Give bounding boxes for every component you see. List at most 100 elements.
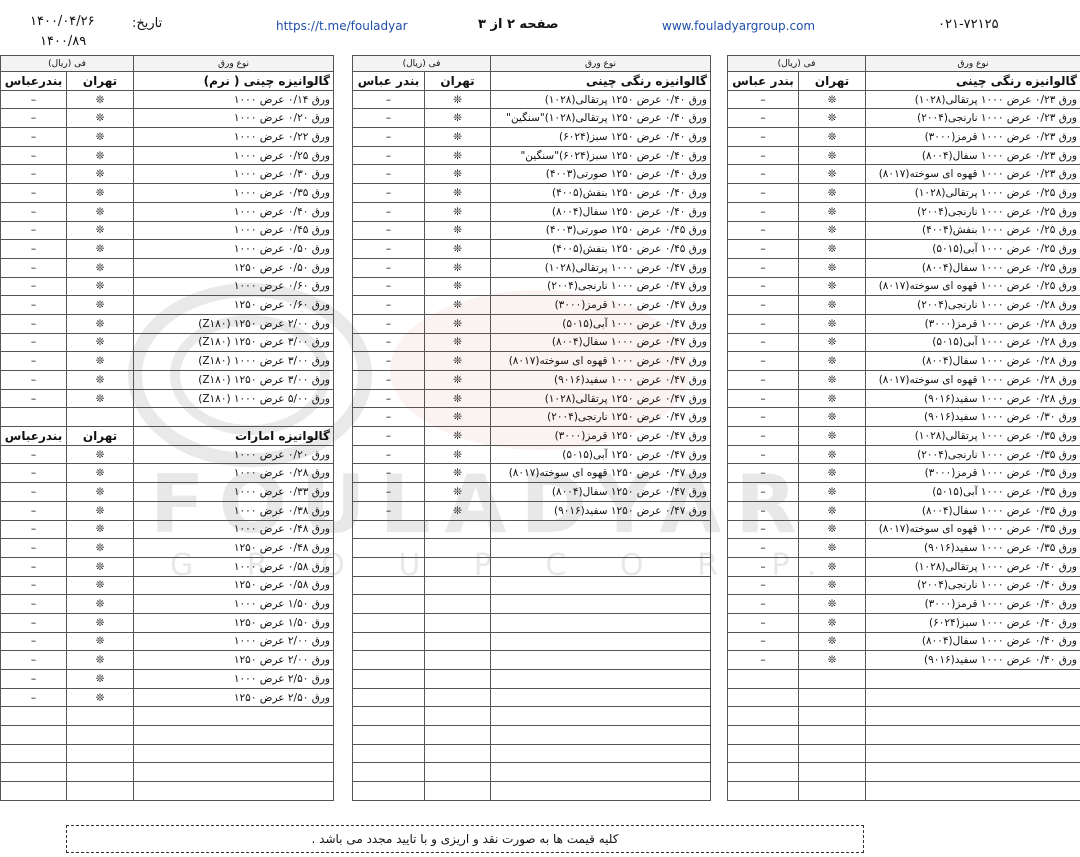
tehran-price: ❊ xyxy=(798,351,867,371)
tehran-price: ❊ xyxy=(424,201,492,222)
bandar-price: – xyxy=(0,388,68,409)
data-row: ورق ۲/۰۰ عرض ۱۲۵۰ (Z۱۸۰) ❊ – xyxy=(0,313,335,334)
product-name: ورق ۰/۴۷ عرض ۱۰۰۰ قهوه ای سوخته(۸۰۱۷) xyxy=(490,351,712,371)
cell xyxy=(424,687,492,708)
product-name: ورق ۰/۴۰ عرض ۱۲۵۰ سبز(۶۰۲۴) xyxy=(490,127,712,147)
product-name: ورق ۵/۰۰ عرض ۱۰۰۰ (Z۱۸۰) xyxy=(133,388,335,409)
data-row: ورق ۰/۴۸ عرض ۱۰۰۰ ❊ – xyxy=(0,519,335,540)
product-name: ورق ۰/۴۰ عرض ۱۰۰۰ xyxy=(133,201,335,222)
data-row: ورق ۰/۲۸ عرض ۱۰۰۰ نارنجی(۲۰۰۴) ❊ – xyxy=(726,295,1080,315)
section-title: گالوانیزه چینی ( نرم) xyxy=(133,71,335,91)
tehran-price: ❊ xyxy=(798,444,867,465)
bandar-price: – xyxy=(351,426,426,446)
telegram-link[interactable]: https://t.me/fouladyar xyxy=(276,19,408,33)
product-name: ورق ۰/۲۸ عرض ۱۰۰۰ نارنجی(۲۰۰۴) xyxy=(865,295,1080,315)
bandar-price: – xyxy=(726,482,800,502)
product-name: ورق ۰/۲۳ عرض ۱۰۰۰ نارنجی(۲۰۰۴) xyxy=(865,108,1080,129)
data-row: ورق ۲/۰۰ عرض ۱۲۵۰ ❊ – xyxy=(0,650,335,670)
data-row: ورق ۰/۴۷ عرض ۱۰۰۰ نارنجی(۲۰۰۴) ❊ – xyxy=(351,276,712,297)
data-row: ورق ۰/۲۵ عرض ۱۰۰۰ بنفش(۴۰۰۴) ❊ – xyxy=(726,220,1080,241)
bandar-price: – xyxy=(726,575,800,596)
tehran-price: ❊ xyxy=(424,164,492,185)
data-row: ورق ۰/۲۸ عرض ۱۰۰۰ قرمز(۳۰۰۰) ❊ – xyxy=(726,313,1080,334)
cell xyxy=(351,781,426,801)
data-row: ورق ۰/۴۷ عرض ۱۲۵۰ پرتقالی(۱۰۲۸) ❊ – xyxy=(351,388,712,409)
bandar-price: – xyxy=(726,89,800,110)
product-name: ورق ۰/۴۰ عرض ۱۰۰۰ قرمز(۳۰۰۰) xyxy=(865,594,1080,614)
col-type-header: نوع ورق xyxy=(865,55,1080,72)
empty-row xyxy=(351,725,712,745)
bandar-price: – xyxy=(351,370,426,390)
data-row: ورق ۰/۶۰ عرض ۱۲۵۰ ❊ – xyxy=(0,295,335,315)
cell xyxy=(424,743,492,764)
data-row: ورق ۰/۳۵ عرض ۱۰۰۰ ❊ – xyxy=(0,183,335,203)
cell xyxy=(798,687,867,708)
tehran-price: ❊ xyxy=(798,127,867,147)
data-row: ورق ۰/۲۵ عرض ۱۰۰۰ ❊ – xyxy=(0,145,335,166)
product-name: ورق ۰/۲۳ عرض ۱۰۰۰ پرتقالی(۱۰۲۸) xyxy=(865,89,1080,110)
bandar-price: – xyxy=(0,201,68,222)
tehran-price: ❊ xyxy=(424,351,492,371)
data-row: ورق ۰/۴۷ عرض ۱۰۰۰ قهوه ای سوخته(۸۰۱۷) ❊ – xyxy=(351,351,712,371)
cell xyxy=(726,743,800,764)
section-row: گالوانیزه رنگی چینی تهران بندر عباس xyxy=(726,71,1080,91)
tehran-price: ❊ xyxy=(66,650,135,670)
bandar-price: – xyxy=(0,295,68,315)
cell xyxy=(351,575,426,596)
empty-row xyxy=(351,538,712,558)
empty-row xyxy=(726,706,1080,727)
data-row: ورق ۰/۴۰ عرض ۱۰۰۰ ❊ – xyxy=(0,201,335,222)
cell xyxy=(798,743,867,764)
tehran-price: ❊ xyxy=(798,257,867,278)
tehran-price: ❊ xyxy=(66,594,135,614)
tehran-price: ❊ xyxy=(66,519,135,540)
bandar-price: – xyxy=(726,145,800,166)
tehran-price: ❊ xyxy=(798,612,867,633)
data-row: ورق ۰/۲۵ عرض ۱۰۰۰ سفال(۸۰۰۴) ❊ – xyxy=(726,257,1080,278)
product-name: ورق ۰/۴۰ عرض ۱۰۰۰ نارنجی(۲۰۰۴) xyxy=(865,575,1080,596)
tehran-price: ❊ xyxy=(66,687,135,708)
bandar-price: – xyxy=(351,313,426,334)
bandar-price: – xyxy=(351,407,426,428)
tehran-price: ❊ xyxy=(66,127,135,147)
product-name: ورق ۰/۴۷ عرض ۱۰۰۰ قرمز(۳۰۰۰) xyxy=(490,295,712,315)
tehran-price: ❊ xyxy=(798,575,867,596)
bandar-price: – xyxy=(0,127,68,147)
product-name: ورق ۰/۳۵ عرض ۱۰۰۰ پرتقالی(۱۰۲۸) xyxy=(865,426,1080,446)
cell xyxy=(424,612,492,633)
bandar-price: – xyxy=(726,183,800,203)
data-row: ورق ۰/۴۷ عرض ۱۲۵۰ آبی(۵۰۱۵) ❊ – xyxy=(351,444,712,465)
tehran-price: ❊ xyxy=(66,444,135,465)
product-name: ورق ۱/۵۰ عرض ۱۰۰۰ xyxy=(133,594,335,614)
phone: ۰۲۱-۷۲۱۲۵ xyxy=(938,17,999,32)
data-row: ورق ۱/۵۰ عرض ۱۲۵۰ ❊ – xyxy=(0,612,335,633)
data-row: ورق ۰/۴۰ عرض ۱۲۵۰ پرتقالی(۱۰۲۸) ❊ – xyxy=(351,89,712,110)
tehran-price: ❊ xyxy=(66,276,135,297)
bandar-price: – xyxy=(726,556,800,577)
data-row: ورق ۰/۴۷ عرض ۱۰۰۰ قرمز(۳۰۰۰) ❊ – xyxy=(351,295,712,315)
product-name: ورق ۰/۴۰ عرض ۱۰۰۰ سفید(۹۰۱۶) xyxy=(865,650,1080,670)
bandar-price: – xyxy=(0,538,68,558)
data-row: ورق ۲/۰۰ عرض ۱۰۰۰ ❊ – xyxy=(0,631,335,652)
bandar-header: بندرعباس xyxy=(0,71,68,91)
product-name: ورق ۰/۳۵ عرض ۱۰۰۰ قرمز(۳۰۰۰) xyxy=(865,463,1080,484)
cell xyxy=(351,556,426,577)
cell xyxy=(490,519,712,540)
price-table: نوع ورق فی (ریال) گالوانیزه رنگی چینی تهران… xyxy=(351,55,712,801)
data-row: ورق ۰/۴۰ عرض ۱۲۵۰ سفال(۸۰۰۴) ❊ – xyxy=(351,201,712,222)
cell xyxy=(865,743,1080,764)
data-row: ورق ۰/۴۷ عرض ۱۰۰۰ پرتقالی(۱۰۲۸) ❊ – xyxy=(351,257,712,278)
bandar-price: – xyxy=(0,220,68,241)
product-name: ورق ۰/۴۵ عرض ۱۲۵۰ بنفش(۴۰۰۵) xyxy=(490,239,712,259)
tehran-price: ❊ xyxy=(66,500,135,521)
data-row: ورق ۰/۵۸ عرض ۱۰۰۰ ❊ – xyxy=(0,556,335,577)
header-row: نوع ورق فی (ریال) xyxy=(351,55,712,72)
product-name: ورق ۰/۲۸ عرض ۱۰۰۰ سفال(۸۰۰۴) xyxy=(865,351,1080,371)
price-table: نوع ورق فی (ریال) گالوانیزه رنگی چینی تهران… xyxy=(726,55,1080,801)
product-name: ورق ۰/۲۵ عرض ۱۰۰۰ بنفش(۴۰۰۴) xyxy=(865,220,1080,241)
data-row: ورق ۰/۳۵ عرض ۱۰۰۰ آبی(۵۰۱۵) ❊ – xyxy=(726,482,1080,502)
bandar-price: – xyxy=(726,108,800,129)
website[interactable]: www.fouladyargroup.com xyxy=(662,19,816,33)
bandar-price: – xyxy=(351,500,426,521)
tehran-price: ❊ xyxy=(798,426,867,446)
